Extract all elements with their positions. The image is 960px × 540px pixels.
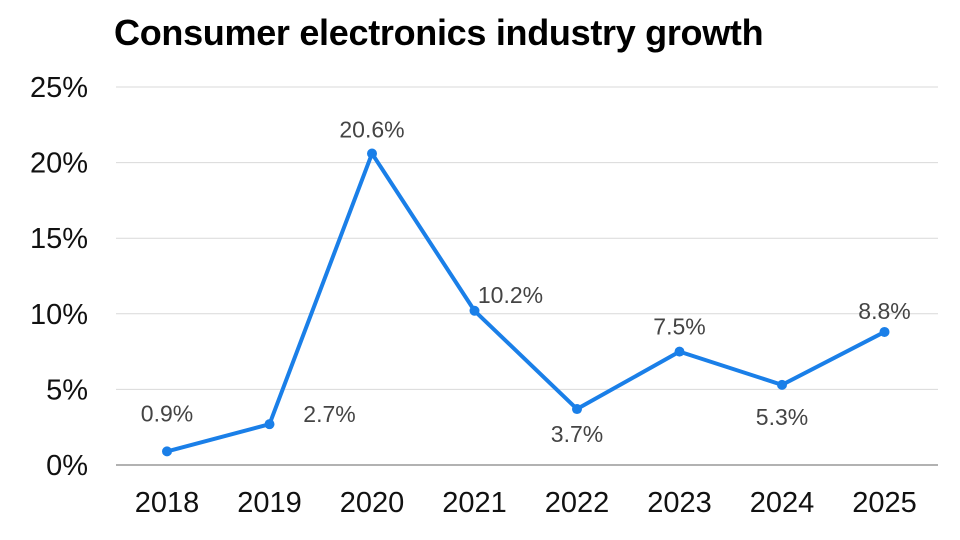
data-label: 3.7%: [551, 421, 603, 447]
x-tick-label: 2019: [237, 487, 302, 519]
chart-title: Consumer electronics industry growth: [114, 12, 764, 53]
data-label: 20.6%: [339, 117, 404, 143]
y-tick-label: 5%: [46, 374, 88, 406]
x-tick-label: 2018: [135, 487, 200, 519]
data-point: [572, 404, 582, 415]
x-tick-label: 2024: [750, 487, 815, 519]
x-tick-label: 2023: [647, 487, 712, 519]
data-label: 7.5%: [653, 314, 705, 340]
data-point: [367, 148, 377, 159]
data-label: 10.2%: [478, 282, 543, 308]
series-line: [165, 151, 887, 454]
x-tick-label: 2021: [442, 487, 507, 519]
data-point: [162, 446, 172, 457]
data-point: [777, 379, 787, 390]
y-tick-label: 10%: [30, 299, 88, 331]
y-tick-label: 20%: [30, 148, 88, 180]
data-label: 5.3%: [756, 404, 808, 430]
x-tick-label: 2025: [852, 487, 917, 519]
data-label: 8.8%: [858, 298, 910, 324]
x-tick-label: 2020: [340, 487, 405, 519]
data-point: [879, 326, 890, 337]
x-tick-label: 2022: [545, 487, 610, 519]
y-tick-label: 15%: [30, 223, 88, 255]
data-label: 2.7%: [303, 401, 355, 427]
data-point: [264, 419, 275, 430]
data-label: 0.9%: [141, 400, 193, 426]
data-point: [674, 346, 685, 357]
y-tick-label: 25%: [30, 72, 88, 104]
data-point: [469, 305, 480, 316]
y-tick-label: 0%: [46, 450, 88, 482]
